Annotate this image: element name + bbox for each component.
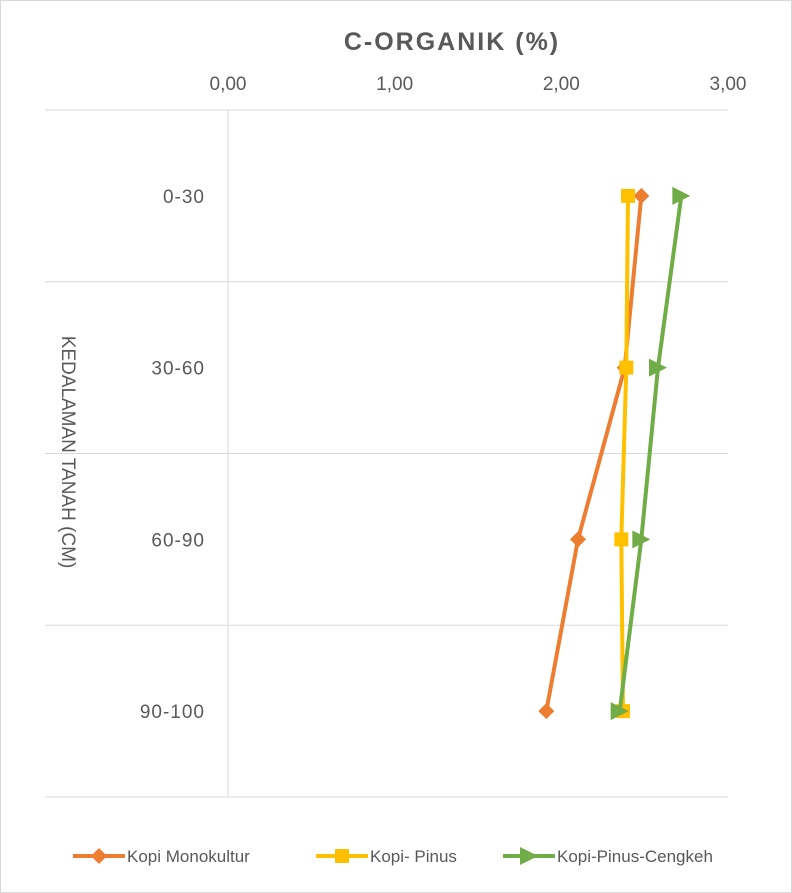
data-point [632,530,651,549]
data-point [538,703,555,720]
x-tick-label: 3,00 [710,74,747,95]
legend-marker [335,849,349,863]
legend-marker [91,848,107,864]
data-point [621,188,635,203]
legend-item: Kopi- Pinus [316,847,457,866]
legend-label: Kopi-Pinus-Cengkeh [557,847,713,866]
data-point [619,360,634,375]
data-point [672,186,691,205]
legend-label: Kopi- Pinus [370,847,457,866]
data-point [570,531,586,548]
y-tick-label: 30-60 [151,359,205,380]
series-line [544,193,644,714]
legend-item: Kopi Monokultur [73,847,250,866]
y-axis-title: KEDALAMAN TANAH (CM) [57,336,78,569]
series-line [619,193,630,714]
data-point [649,358,667,377]
data-point [610,702,629,721]
y-tick-label: 60-90 [151,530,205,551]
x-tick-label: 2,00 [543,74,580,95]
series-line [617,193,684,714]
legend: Kopi Monokultur Kopi- Pinus Kopi-Pinus-Cen… [73,847,713,866]
x-tick-labels: 0,00 1,00 2,00 3,00 [210,74,747,95]
data-point [633,187,650,204]
legend-marker [520,847,538,865]
x-tick-label: 0,00 [210,74,247,95]
x-tick-label: 1,00 [376,74,413,95]
gridlines [45,109,728,798]
legend-label: Kopi Monokultur [127,847,250,866]
series-lines [538,186,691,721]
chart-title: C-ORGANIK (%) [344,28,560,56]
y-tick-label: 90-100 [140,702,205,723]
data-point [614,532,629,547]
legend-item: Kopi-Pinus-Cengkeh [503,847,713,866]
y-tick-label: 0-30 [163,187,205,208]
y-tick-labels: 0-30 30-60 60-90 90-100 [140,187,205,723]
series-kopi-pinus-cengkeh [610,186,691,721]
